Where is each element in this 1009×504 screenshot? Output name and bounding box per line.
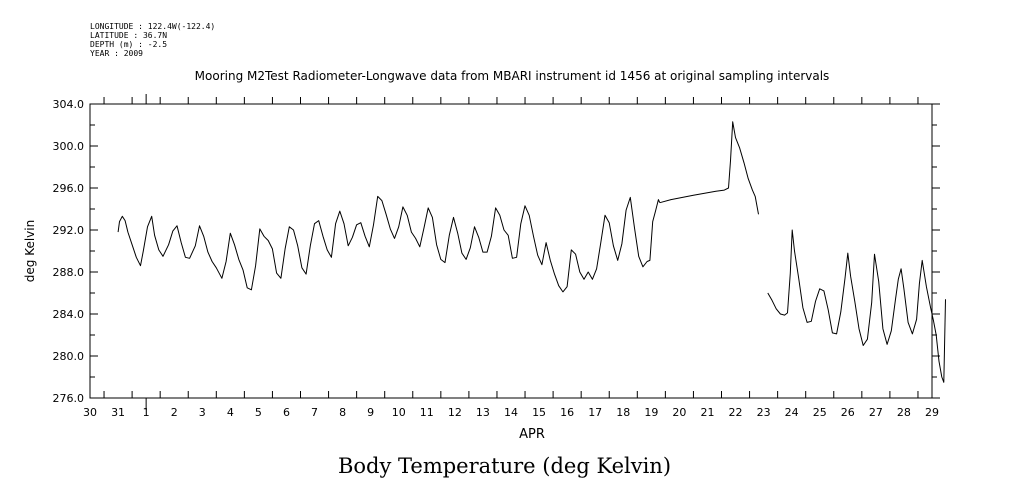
x-tick-label: 26 — [841, 406, 855, 419]
x-tick-label: 14 — [504, 406, 518, 419]
y-tick-label: 304.0 — [53, 98, 85, 111]
x-tick-label: 4 — [227, 406, 234, 419]
y-tick-label: 280.0 — [53, 350, 85, 363]
x-tick-label: 25 — [813, 406, 827, 419]
metadata-block: LONGITUDE : 122.4W(-122.4) LATITUDE : 36… — [90, 22, 215, 58]
y-axis-title: deg Kelvin — [23, 220, 37, 282]
series-line-segment — [117, 195, 661, 293]
year-label: YEAR : 2009 — [90, 49, 143, 58]
figure-caption: Body Temperature (deg Kelvin) — [337, 454, 672, 478]
x-tick-label: 30 — [83, 406, 97, 419]
x-tick-label: 27 — [869, 406, 883, 419]
x-tick-label: 31 — [111, 406, 125, 419]
longitude-label: LONGITUDE : 122.4W(-122.4) — [90, 22, 216, 31]
x-tick-label: 6 — [283, 406, 290, 419]
x-tick-label: 3 — [199, 406, 206, 419]
latitude-label: LATITUDE : 36.7N — [90, 31, 168, 40]
x-axis-title: APR — [519, 427, 545, 442]
x-tick-label: 12 — [448, 406, 462, 419]
x-tick-label: 10 — [392, 406, 406, 419]
x-tick-label: 23 — [757, 406, 771, 419]
x-tick-label: 16 — [560, 406, 574, 419]
y-tick-label: 296.0 — [53, 182, 85, 195]
x-tick-label: 28 — [897, 406, 911, 419]
y-tick-label: 284.0 — [53, 308, 85, 321]
depth-label: DEPTH (m) : -2.5 — [90, 40, 168, 49]
x-tick-label: 7 — [311, 406, 318, 419]
x-tick-label: 17 — [588, 406, 602, 419]
x-tick-label: 13 — [476, 406, 490, 419]
chart-title: Mooring M2Test Radiometer-Longwave data … — [195, 69, 830, 83]
series-line-segment — [767, 229, 946, 383]
y-tick-label: 300.0 — [53, 140, 85, 153]
x-tick-label: 29 — [925, 406, 939, 419]
x-tick-label: 20 — [672, 406, 686, 419]
y-tick-label: 292.0 — [53, 224, 85, 237]
y-tick-label: 276.0 — [53, 392, 85, 405]
x-tick-label: 9 — [367, 406, 374, 419]
x-tick-label: 18 — [616, 406, 630, 419]
x-tick-label: 1 — [143, 406, 150, 419]
x-tick-label: 19 — [644, 406, 658, 419]
y-tick-label: 288.0 — [53, 266, 85, 279]
x-tick-label: 15 — [532, 406, 546, 419]
x-tick-label: 24 — [785, 406, 799, 419]
x-tick-label: 22 — [729, 406, 743, 419]
x-tick-label: 2 — [171, 406, 178, 419]
x-axis: 30 31 1 2 3 4 5 6 7 8 9 10 11 12 13 14 15 16 17 18 19 20 21 22 2… — [83, 94, 939, 419]
data-series — [117, 121, 946, 383]
y-axis: 276.0 280.0 284.0 288.0 292.0 296.0 300.0 304.0 — [53, 98, 940, 405]
x-tick-label: 5 — [255, 406, 262, 419]
series-line-segment — [659, 121, 759, 215]
x-tick-label: 11 — [420, 406, 434, 419]
x-tick-label: 21 — [700, 406, 714, 419]
x-tick-label: 8 — [339, 406, 346, 419]
